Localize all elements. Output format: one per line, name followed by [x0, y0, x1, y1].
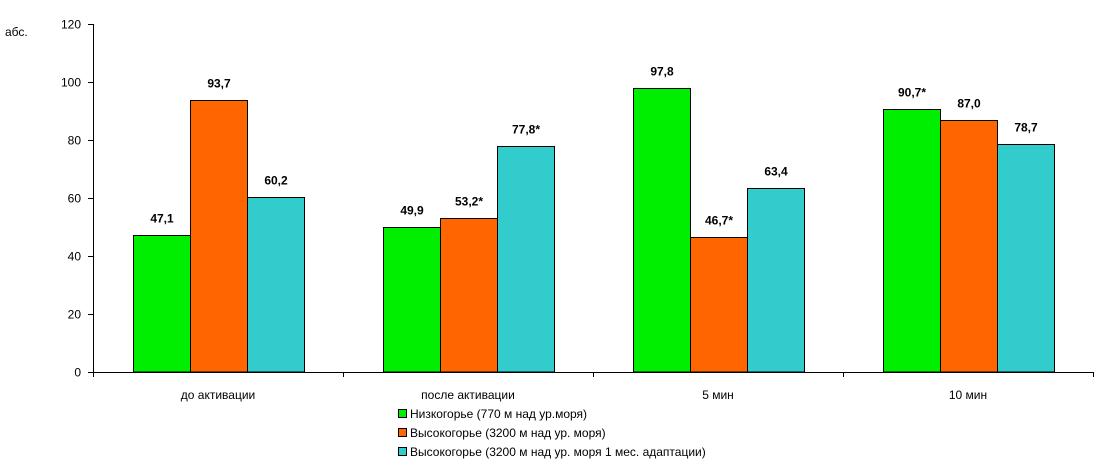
axes: 0 20 40 60 80 100 120 до активации после активац… [61, 18, 1094, 402]
category-label: после активации [421, 388, 515, 402]
bar [247, 197, 305, 373]
data-label: 46,7* [705, 214, 733, 228]
bar [190, 100, 248, 373]
data-label: 93,7 [207, 77, 231, 91]
bar [633, 88, 691, 373]
legend-label: Высокогорье (3200 м над ур. моря) [410, 425, 606, 440]
data-label: 53,2* [455, 195, 483, 209]
data-label: 60,2 [264, 174, 288, 188]
bar [497, 146, 555, 373]
y-axis-label: абс. [5, 25, 28, 39]
data-label: 63,4 [764, 165, 788, 179]
legend: Низкогорье (770 м над ур.моря) Высокогорь… [398, 404, 706, 461]
legend-label: Низкогорье (770 м над ур.моря) [410, 406, 588, 421]
legend-swatch [398, 447, 407, 456]
legend-swatch [398, 409, 407, 418]
legend-item: Высокогорье (3200 м над ур. моря 1 мес. … [398, 442, 706, 461]
y-tick-label: 60 [68, 192, 82, 206]
data-label: 47,1 [150, 212, 174, 226]
category-label: 10 мин [949, 388, 987, 402]
legend-swatch [398, 428, 407, 437]
y-tick-label: 120 [61, 18, 81, 32]
legend-label: Высокогорье (3200 м над ур. моря 1 мес. … [410, 444, 706, 459]
data-label: 49,9 [400, 204, 424, 218]
bars [133, 88, 1055, 373]
bar [690, 237, 748, 373]
data-label: 90,7* [898, 86, 926, 100]
bar [747, 188, 805, 373]
data-label: 78,7 [1014, 121, 1038, 135]
bar [383, 227, 441, 373]
legend-item: Низкогорье (770 м над ур.моря) [398, 404, 706, 423]
bar [997, 144, 1055, 373]
category-label: 5 мин [702, 388, 734, 402]
y-tick-label: 80 [68, 134, 82, 148]
y-tick-label: 20 [68, 308, 82, 322]
legend-item: Высокогорье (3200 м над ур. моря) [398, 423, 706, 442]
data-label: 87,0 [957, 97, 981, 111]
bar [940, 120, 998, 373]
data-label: 77,8* [512, 123, 540, 137]
y-tick-label: 100 [61, 76, 81, 90]
bar [883, 109, 941, 373]
y-tick-label: 40 [68, 250, 82, 264]
y-tick-label: 0 [74, 366, 81, 380]
category-label: до активации [181, 388, 255, 402]
data-labels: 47,1 49,9 97,8 90,7* 93,7 53,2* 46,7* 87,0 60,2 7… [150, 65, 1038, 228]
bar [133, 235, 191, 373]
bar [440, 218, 498, 373]
data-label: 97,8 [650, 65, 674, 79]
